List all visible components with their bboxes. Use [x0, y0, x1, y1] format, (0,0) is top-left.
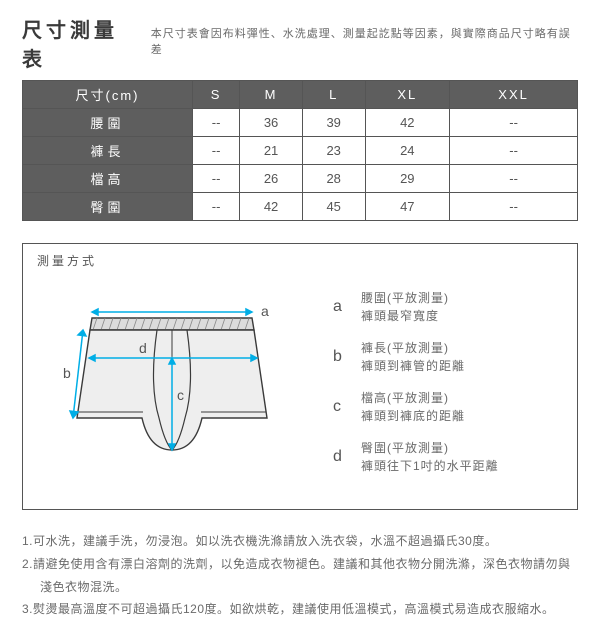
- cell: 29: [365, 165, 450, 193]
- measure-title: 測量方式: [37, 252, 563, 269]
- cell: --: [193, 137, 240, 165]
- legend-text: 褲長(平放測量)褲頭到褲管的距離: [361, 339, 465, 375]
- size-col: M: [240, 81, 303, 109]
- legend-text: 臀圍(平放測量)褲頭往下1吋的水平距離: [361, 439, 499, 475]
- legend-text: 腰圍(平放測量)褲頭最窄寬度: [361, 289, 449, 325]
- cell: --: [193, 193, 240, 221]
- row-label: 檔高: [23, 165, 193, 193]
- size-col: XXL: [450, 81, 578, 109]
- row-label: 臀圍: [23, 193, 193, 221]
- table-row: 檔高 -- 26 28 29 --: [23, 165, 578, 193]
- page-subtitle: 本尺寸表會因布料彈性、水洗處理、測量起訖點等因素，與實際商品尺寸略有誤差: [151, 25, 578, 57]
- cell: 24: [365, 137, 450, 165]
- diagram-label-b: b: [63, 365, 71, 381]
- table-corner: 尺寸(cm): [23, 81, 193, 109]
- cell: 47: [365, 193, 450, 221]
- cell: --: [450, 165, 578, 193]
- cell: 39: [302, 109, 365, 137]
- cell: 26: [240, 165, 303, 193]
- legend-item: d 臀圍(平放測量)褲頭往下1吋的水平距離: [333, 439, 563, 475]
- cell: 42: [365, 109, 450, 137]
- legend-item: b 褲長(平放測量)褲頭到褲管的距離: [333, 339, 563, 375]
- cell: 23: [302, 137, 365, 165]
- cell: 21: [240, 137, 303, 165]
- diagram-label-d: d: [139, 340, 147, 356]
- note-line: 3.熨燙最高溫度不可超過攝氏120度。如欲烘乾，建議使用低溫模式，高溫模式易造成…: [22, 598, 578, 621]
- size-col: L: [302, 81, 365, 109]
- legend-key: c: [333, 398, 347, 416]
- cell: 42: [240, 193, 303, 221]
- legend-key: b: [333, 348, 347, 366]
- care-notes: 1.可水洗，建議手洗，勿浸泡。如以洗衣機洗滌請放入洗衣袋，水溫不超過攝氏30度。…: [22, 530, 578, 621]
- legend: a 腰圍(平放測量)褲頭最窄寬度 b 褲長(平放測量)褲頭到褲管的距離 c 檔高…: [333, 275, 563, 489]
- legend-item: a 腰圍(平放測量)褲頭最窄寬度: [333, 289, 563, 325]
- size-col: S: [193, 81, 240, 109]
- cell: 45: [302, 193, 365, 221]
- measure-box: 測量方式: [22, 243, 578, 510]
- legend-item: c 檔高(平放測量)褲頭到褲底的距離: [333, 389, 563, 425]
- garment-diagram: a b c d: [37, 294, 307, 470]
- row-label: 褲長: [23, 137, 193, 165]
- legend-key: a: [333, 298, 347, 316]
- cell: 36: [240, 109, 303, 137]
- table-row: 褲長 -- 21 23 24 --: [23, 137, 578, 165]
- header: 尺寸測量表 本尺寸表會因布料彈性、水洗處理、測量起訖點等因素，與實際商品尺寸略有…: [22, 14, 578, 72]
- cell: --: [450, 193, 578, 221]
- table-row: 臀圍 -- 42 45 47 --: [23, 193, 578, 221]
- legend-text: 檔高(平放測量)褲頭到褲底的距離: [361, 389, 465, 425]
- diagram-label-c: c: [177, 387, 184, 403]
- size-table: 尺寸(cm) S M L XL XXL 腰圍 -- 36 39 42 -- 褲長…: [22, 80, 578, 221]
- size-col: XL: [365, 81, 450, 109]
- legend-key: d: [333, 448, 347, 466]
- row-label: 腰圍: [23, 109, 193, 137]
- cell: --: [193, 109, 240, 137]
- diagram-label-a: a: [261, 303, 269, 319]
- table-row: 腰圍 -- 36 39 42 --: [23, 109, 578, 137]
- cell: --: [450, 137, 578, 165]
- note-line: 2.請避免使用含有漂白溶劑的洗劑，以免造成衣物褪色。建議和其他衣物分開洗滌，深色…: [22, 553, 578, 599]
- note-line: 1.可水洗，建議手洗，勿浸泡。如以洗衣機洗滌請放入洗衣袋，水溫不超過攝氏30度。: [22, 530, 578, 553]
- cell: --: [450, 109, 578, 137]
- page-title: 尺寸測量表: [22, 14, 141, 72]
- cell: --: [193, 165, 240, 193]
- cell: 28: [302, 165, 365, 193]
